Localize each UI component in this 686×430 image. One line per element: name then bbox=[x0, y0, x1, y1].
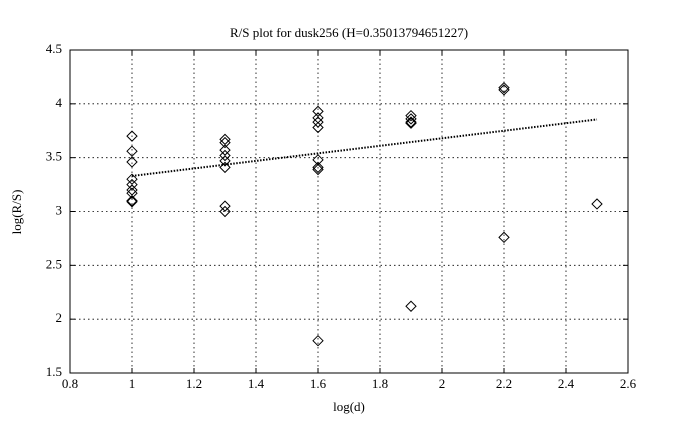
x-tick-label: 2 bbox=[439, 376, 446, 391]
y-axis-label: log(R/S) bbox=[9, 190, 24, 235]
x-tick-label: 0.8 bbox=[62, 376, 78, 391]
data-point bbox=[126, 187, 138, 199]
y-tick-label: 1.5 bbox=[46, 364, 62, 379]
x-tick-label: 2.2 bbox=[496, 376, 512, 391]
x-tick-label: 1.2 bbox=[186, 376, 202, 391]
data-point bbox=[591, 198, 603, 210]
data-point bbox=[126, 173, 138, 185]
y-tick-label: 3 bbox=[56, 202, 63, 217]
data-point bbox=[498, 231, 510, 244]
data-point bbox=[126, 184, 138, 196]
data-point bbox=[126, 130, 138, 142]
data-point bbox=[219, 133, 231, 146]
data-point bbox=[312, 334, 324, 347]
data-point bbox=[312, 121, 324, 134]
data-point bbox=[405, 113, 417, 125]
data-point bbox=[498, 81, 510, 94]
data-point bbox=[312, 105, 324, 118]
chart-title: R/S plot for dusk256 (H=0.35013794651227… bbox=[230, 25, 468, 40]
data-point bbox=[219, 149, 231, 162]
data-point bbox=[312, 161, 324, 174]
plot-frame bbox=[69, 49, 629, 374]
fit-line bbox=[131, 118, 598, 177]
data-point bbox=[126, 178, 138, 191]
data-point bbox=[312, 116, 324, 128]
x-tick-label: 2.4 bbox=[558, 376, 575, 391]
data-point bbox=[405, 300, 417, 312]
x-tick-label: 1.8 bbox=[372, 376, 388, 391]
y-tick-label: 2.5 bbox=[46, 256, 62, 271]
data-point bbox=[405, 116, 417, 128]
data-point bbox=[126, 195, 138, 207]
x-tick-label: 1 bbox=[129, 376, 136, 391]
y-tick-label: 3.5 bbox=[46, 149, 62, 164]
data-point bbox=[219, 155, 231, 167]
data-point bbox=[219, 200, 231, 212]
x-tick-label: 1.4 bbox=[248, 376, 265, 391]
x-axis-label: log(d) bbox=[333, 399, 365, 414]
data-point bbox=[405, 109, 417, 122]
data-point bbox=[126, 156, 138, 168]
data-point bbox=[126, 145, 138, 157]
data-point bbox=[312, 163, 324, 176]
data-point bbox=[219, 205, 231, 218]
data-point bbox=[219, 136, 231, 149]
y-tick-label: 4.5 bbox=[46, 41, 62, 56]
y-tick-label: 4 bbox=[56, 95, 63, 110]
x-tick-label: 1.6 bbox=[310, 376, 327, 391]
y-tick-label: 2 bbox=[56, 310, 63, 325]
data-point bbox=[405, 117, 417, 129]
data-point bbox=[126, 196, 138, 208]
data-point bbox=[219, 144, 231, 156]
data-point bbox=[498, 84, 510, 96]
x-tick-label: 2.6 bbox=[620, 376, 637, 391]
